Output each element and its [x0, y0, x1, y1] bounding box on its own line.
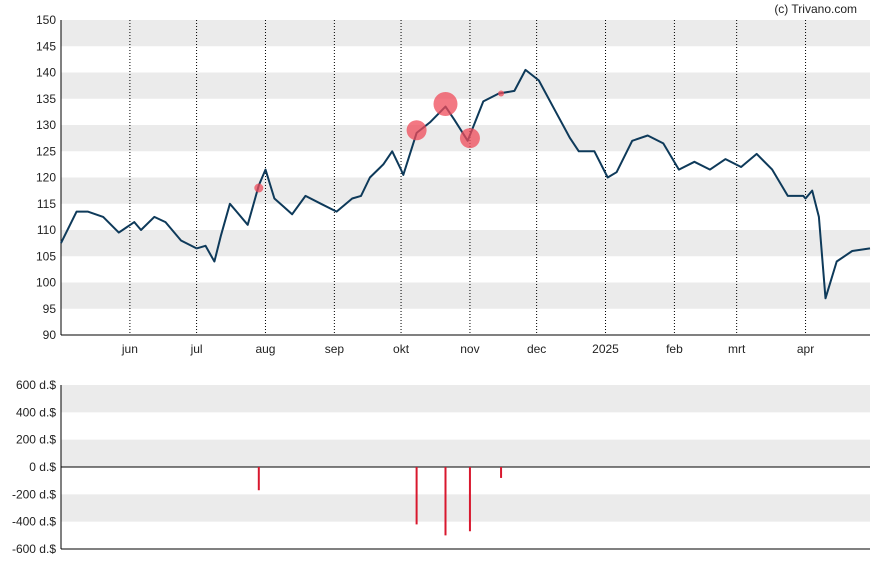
x-tick-label: apr	[797, 342, 814, 356]
y-tick-label: 100	[36, 276, 56, 290]
y-tick-label: 125	[36, 144, 56, 158]
x-tick-label: 2025	[592, 342, 619, 356]
flow-y-tick-label: 600 d.$	[16, 378, 56, 392]
flow-y-tick-label: -200 d.$	[12, 487, 56, 501]
price-band	[61, 20, 870, 47]
y-tick-label: 130	[36, 118, 56, 132]
flow-y-tick-label: 400 d.$	[16, 405, 56, 419]
flow-y-tick-label: -600 d.$	[12, 542, 56, 556]
y-tick-label: 115	[37, 197, 56, 211]
y-tick-label: 90	[43, 328, 57, 342]
flow-band	[61, 494, 870, 522]
price-band	[61, 177, 870, 204]
x-tick-label: okt	[393, 342, 410, 356]
y-tick-label: 110	[37, 223, 56, 237]
copyright-label: (c) Trivano.com	[774, 2, 857, 16]
flow-band	[61, 385, 870, 413]
transaction-marker	[406, 120, 427, 141]
y-tick-label: 105	[36, 249, 56, 263]
transaction-marker	[433, 92, 458, 116]
flow-band	[61, 439, 870, 467]
price-band	[61, 282, 870, 309]
x-tick-label: aug	[255, 342, 275, 356]
y-tick-label: 150	[36, 13, 56, 27]
price-band	[61, 230, 870, 257]
x-tick-label: nov	[460, 342, 479, 356]
y-tick-label: 135	[36, 92, 56, 106]
x-tick-label: jul	[190, 342, 203, 356]
transaction-marker	[254, 183, 264, 193]
flow-y-tick-label: 200 d.$	[16, 433, 56, 447]
transaction-marker	[498, 90, 505, 97]
y-tick-label: 95	[43, 302, 57, 316]
flow-y-tick-label: 0 d.$	[29, 460, 56, 474]
x-tick-label: sep	[325, 342, 345, 356]
flow-y-tick-label: -400 d.$	[12, 515, 56, 529]
y-tick-label: 145	[36, 39, 56, 53]
x-tick-label: mrt	[728, 342, 746, 356]
x-tick-label: jun	[121, 342, 138, 356]
y-tick-label: 120	[36, 171, 56, 185]
transaction-marker	[459, 128, 480, 149]
x-tick-label: feb	[666, 342, 683, 356]
y-tick-label: 140	[36, 66, 56, 80]
price-chart-panel: jun jul aug sep okt nov dec 2025 feb mrt apr 90 95 10…	[36, 13, 871, 356]
flow-bar-chart-panel: -600 d.$ -400 d.$ -200 d.$ 0 d.$ 200 d.$ 400 …	[12, 378, 870, 556]
x-tick-label: dec	[527, 342, 546, 356]
price-line	[60, 68, 871, 300]
price-band	[61, 72, 870, 99]
